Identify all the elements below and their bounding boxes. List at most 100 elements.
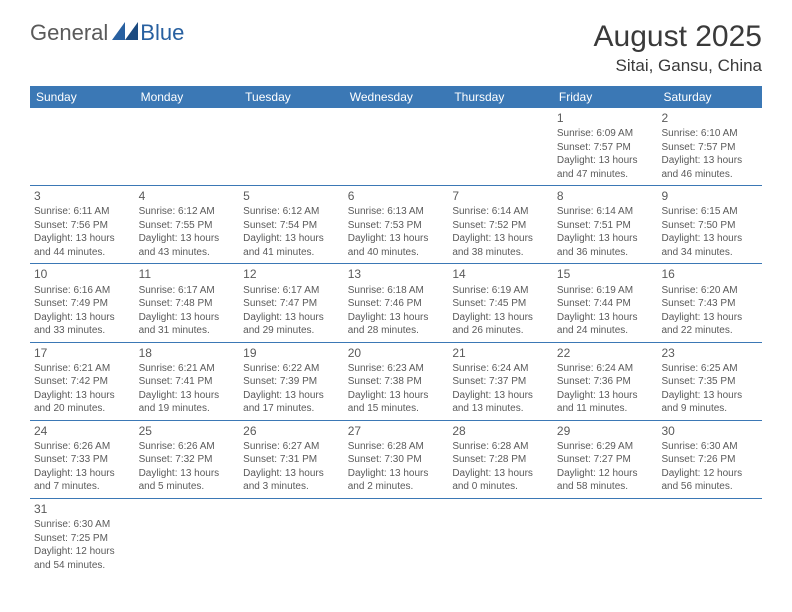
daylight-line: Daylight: 13 hours (243, 311, 340, 325)
sunrise-line: Sunrise: 6:18 AM (348, 284, 445, 298)
daylight-line: Daylight: 13 hours (34, 389, 131, 403)
sunset-line: Sunset: 7:44 PM (557, 297, 654, 311)
day-number: 8 (557, 188, 654, 204)
sunset-line: Sunset: 7:45 PM (452, 297, 549, 311)
calendar-week: 1Sunrise: 6:09 AMSunset: 7:57 PMDaylight… (30, 108, 762, 186)
sunrise-line: Sunrise: 6:22 AM (243, 362, 340, 376)
calendar-day: 12Sunrise: 6:17 AMSunset: 7:47 PMDayligh… (239, 264, 344, 341)
daylight-line: and 43 minutes. (139, 246, 236, 260)
sunrise-line: Sunrise: 6:23 AM (348, 362, 445, 376)
calendar-day: 21Sunrise: 6:24 AMSunset: 7:37 PMDayligh… (448, 343, 553, 420)
daylight-line: and 28 minutes. (348, 324, 445, 338)
calendar-day: 5Sunrise: 6:12 AMSunset: 7:54 PMDaylight… (239, 186, 344, 263)
calendar-day: 22Sunrise: 6:24 AMSunset: 7:36 PMDayligh… (553, 343, 658, 420)
daylight-line: and 2 minutes. (348, 480, 445, 494)
daylight-line: and 15 minutes. (348, 402, 445, 416)
day-number: 18 (139, 345, 236, 361)
sunrise-line: Sunrise: 6:09 AM (557, 127, 654, 141)
title-block: August 2025 Sitai, Gansu, China (594, 20, 762, 76)
calendar-week: 3Sunrise: 6:11 AMSunset: 7:56 PMDaylight… (30, 186, 762, 264)
sunrise-line: Sunrise: 6:28 AM (452, 440, 549, 454)
sunset-line: Sunset: 7:38 PM (348, 375, 445, 389)
day-number: 16 (661, 266, 758, 282)
calendar-day: 14Sunrise: 6:19 AMSunset: 7:45 PMDayligh… (448, 264, 553, 341)
daylight-line: and 40 minutes. (348, 246, 445, 260)
calendar-day: 28Sunrise: 6:28 AMSunset: 7:28 PMDayligh… (448, 421, 553, 498)
day-number: 28 (452, 423, 549, 439)
calendar-day: 19Sunrise: 6:22 AMSunset: 7:39 PMDayligh… (239, 343, 344, 420)
daylight-line: Daylight: 13 hours (139, 311, 236, 325)
sunset-line: Sunset: 7:50 PM (661, 219, 758, 233)
day-number: 15 (557, 266, 654, 282)
sunset-line: Sunset: 7:51 PM (557, 219, 654, 233)
calendar-day: 10Sunrise: 6:16 AMSunset: 7:49 PMDayligh… (30, 264, 135, 341)
sunrise-line: Sunrise: 6:14 AM (452, 205, 549, 219)
day-number: 10 (34, 266, 131, 282)
daylight-line: and 9 minutes. (661, 402, 758, 416)
sunset-line: Sunset: 7:47 PM (243, 297, 340, 311)
calendar-empty (553, 499, 658, 576)
daylight-line: and 38 minutes. (452, 246, 549, 260)
sunrise-line: Sunrise: 6:19 AM (452, 284, 549, 298)
daylight-line: Daylight: 13 hours (661, 311, 758, 325)
daylight-line: Daylight: 13 hours (557, 311, 654, 325)
daylight-line: and 20 minutes. (34, 402, 131, 416)
calendar-day: 16 Sunrise: 6:20 AMSunset: 7:43 PMDayligh… (657, 264, 762, 341)
calendar-empty (135, 499, 240, 576)
day-number: 30 (661, 423, 758, 439)
daylight-line: Daylight: 13 hours (34, 467, 131, 481)
daylight-line: and 44 minutes. (34, 246, 131, 260)
sunrise-line: Sunrise: 6:17 AM (139, 284, 236, 298)
weekday-label: Friday (553, 86, 658, 108)
daylight-line: and 19 minutes. (139, 402, 236, 416)
calendar-week: 24Sunrise: 6:26 AMSunset: 7:33 PMDayligh… (30, 421, 762, 499)
daylight-line: and 5 minutes. (139, 480, 236, 494)
sunset-line: Sunset: 7:35 PM (661, 375, 758, 389)
sunrise-line: Sunrise: 6:21 AM (34, 362, 131, 376)
calendar-empty (448, 499, 553, 576)
daylight-line: Daylight: 13 hours (34, 311, 131, 325)
weekday-label: Sunday (30, 86, 135, 108)
sunset-line: Sunset: 7:32 PM (139, 453, 236, 467)
calendar-empty (135, 108, 240, 185)
sunset-line: Sunset: 7:56 PM (34, 219, 131, 233)
sunrise-line: Sunrise: 6:24 AM (452, 362, 549, 376)
sunset-line: Sunset: 7:43 PM (661, 297, 758, 311)
daylight-line: and 54 minutes. (34, 559, 131, 573)
day-number: 1 (557, 110, 654, 126)
calendar-day: 3Sunrise: 6:11 AMSunset: 7:56 PMDaylight… (30, 186, 135, 263)
daylight-line: Daylight: 13 hours (557, 389, 654, 403)
daylight-line: and 17 minutes. (243, 402, 340, 416)
daylight-line: Daylight: 13 hours (34, 232, 131, 246)
daylight-line: Daylight: 13 hours (452, 467, 549, 481)
sunset-line: Sunset: 7:46 PM (348, 297, 445, 311)
sunrise-line: Sunrise: 6:28 AM (348, 440, 445, 454)
sunset-line: Sunset: 7:37 PM (452, 375, 549, 389)
daylight-line: Daylight: 12 hours (661, 467, 758, 481)
page-header: General Blue August 2025 Sitai, Gansu, C… (0, 0, 792, 86)
calendar-empty (239, 499, 344, 576)
day-number: 26 (243, 423, 340, 439)
calendar-day: 6Sunrise: 6:13 AMSunset: 7:53 PMDaylight… (344, 186, 449, 263)
sunrise-line: Sunrise: 6:15 AM (661, 205, 758, 219)
sunrise-line: Sunrise: 6:21 AM (139, 362, 236, 376)
sunrise-line: Sunrise: 6:19 AM (557, 284, 654, 298)
day-number: 20 (348, 345, 445, 361)
weeks-container: 1Sunrise: 6:09 AMSunset: 7:57 PMDaylight… (30, 108, 762, 576)
sunrise-line: Sunrise: 6:11 AM (34, 205, 131, 219)
calendar-empty (344, 499, 449, 576)
sunrise-line: Sunrise: 6:20 AM (661, 284, 758, 298)
calendar-day: 9Sunrise: 6:15 AMSunset: 7:50 PMDaylight… (657, 186, 762, 263)
daylight-line: and 29 minutes. (243, 324, 340, 338)
sunset-line: Sunset: 7:48 PM (139, 297, 236, 311)
sunset-line: Sunset: 7:36 PM (557, 375, 654, 389)
calendar-week: 31Sunrise: 6:30 AMSunset: 7:25 PMDayligh… (30, 499, 762, 576)
daylight-line: Daylight: 13 hours (348, 467, 445, 481)
daylight-line: and 58 minutes. (557, 480, 654, 494)
calendar-empty (657, 499, 762, 576)
weekday-label: Thursday (448, 86, 553, 108)
day-number: 2 (661, 110, 758, 126)
sunset-line: Sunset: 7:41 PM (139, 375, 236, 389)
month-title: August 2025 (594, 20, 762, 54)
flag-icon (112, 22, 138, 45)
